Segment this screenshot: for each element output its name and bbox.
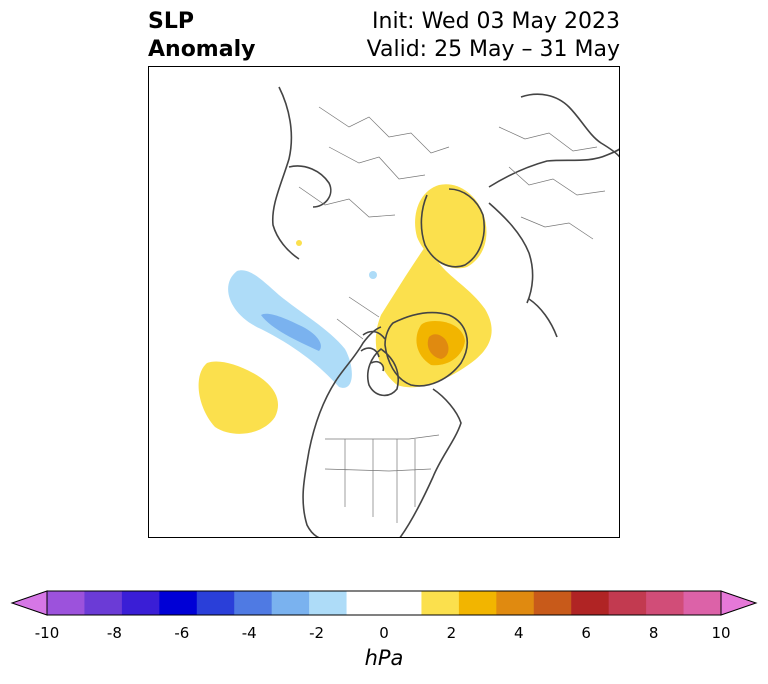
siberia-arctic-coast <box>488 202 534 304</box>
north-america-west-coast <box>302 378 338 537</box>
colorbar-tick-label: 4 <box>514 624 524 642</box>
negative-anomaly-core <box>261 313 321 351</box>
colorbar-segment <box>271 591 310 615</box>
colorbar-segment <box>159 591 198 615</box>
country-borders <box>298 106 606 523</box>
kamchatka-coast <box>528 298 558 338</box>
colorbar-segment <box>458 591 497 615</box>
colorbar-tick-label: 0 <box>379 624 389 642</box>
colorbar-outline <box>46 590 722 616</box>
colorbar-segment <box>234 591 273 615</box>
colorbar-segment <box>196 591 235 615</box>
colorbar-unit: hPa <box>364 646 404 670</box>
colorbar-tick-label: 6 <box>581 624 591 642</box>
colorbar-segment <box>384 591 422 615</box>
colorbar-segment <box>346 591 385 615</box>
map-panel <box>148 66 620 538</box>
north-america-east-coast <box>399 388 462 537</box>
colorbar-tick-label: -4 <box>241 624 257 642</box>
eurasia-west-coast <box>271 86 300 260</box>
positive-anomaly-greenland-inner <box>427 334 449 359</box>
colorbar-tick-label: -6 <box>174 624 190 642</box>
east-asia-coast <box>520 93 619 158</box>
init-date: Init: Wed 03 May 2023 <box>372 9 620 34</box>
colorbar-right-extension <box>720 590 758 616</box>
colorbar-segment <box>496 591 535 615</box>
colorbar-tick-label: 8 <box>648 624 659 642</box>
colorbar-tick-label: -2 <box>309 624 325 642</box>
colorbar-tick-label: -8 <box>106 624 122 642</box>
greenland-coast <box>384 311 469 387</box>
polar-map <box>198 86 619 537</box>
map-title: SLP Anomaly <box>148 8 255 64</box>
eurasia-north-coast <box>488 148 619 188</box>
title-line-1: SLP <box>148 9 194 34</box>
colorbar-tick-label: 2 <box>446 624 457 642</box>
colorbar-segment <box>421 591 460 615</box>
positive-anomaly-north-pacific <box>198 361 279 434</box>
colorbar-segment <box>84 591 123 615</box>
title-line-2: Anomaly <box>148 37 256 62</box>
colorbar-segment <box>608 591 647 615</box>
positive-anomaly-greenland <box>375 246 492 388</box>
valid-range: Valid: 25 May – 31 May <box>366 37 620 62</box>
hudson-bay <box>366 348 399 397</box>
small-negative-anomaly <box>369 271 377 279</box>
alaska-coast <box>336 326 382 380</box>
colorbar-left-extension <box>10 590 48 616</box>
arctic-archipelago <box>360 330 386 372</box>
colorbar-segment <box>47 591 85 615</box>
scandinavia-coast <box>420 188 485 268</box>
colorbar-tick-label: -10 <box>34 624 60 642</box>
colorbar <box>10 590 758 616</box>
small-positive-anomaly <box>296 240 302 246</box>
mediterranean <box>288 165 332 208</box>
coastlines <box>271 86 619 537</box>
anomaly-shading <box>198 184 492 434</box>
colorbar-segment <box>121 591 160 615</box>
positive-anomaly-scandinavia <box>415 184 487 269</box>
forecast-info: Init: Wed 03 May 2023 Valid: 25 May – 31… <box>367 8 620 64</box>
colorbar-tick-label: 10 <box>711 624 731 642</box>
colorbar-segment <box>533 591 572 615</box>
colorbar-segment <box>683 591 722 615</box>
colorbar-segment <box>646 591 685 615</box>
colorbar-segment <box>571 591 610 615</box>
colorbar-segment <box>309 591 348 615</box>
